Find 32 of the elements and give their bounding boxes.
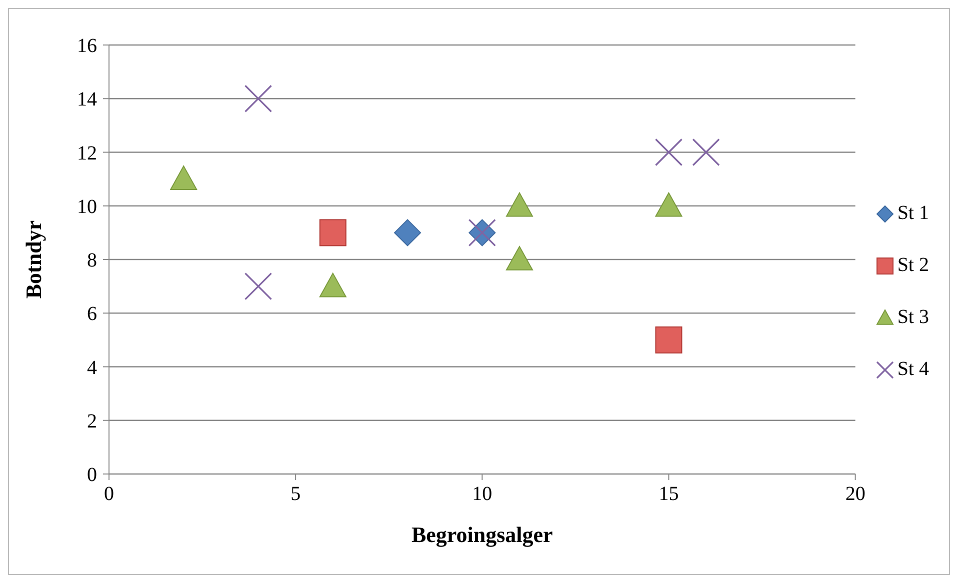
x-tick-label: 20 — [845, 483, 866, 506]
x-axis-title: Begroingsalger — [411, 522, 554, 547]
x-tick-label: 15 — [658, 483, 679, 506]
y-tick-label: 0 — [87, 464, 97, 486]
point — [319, 219, 346, 246]
point — [170, 166, 198, 190]
point — [506, 246, 533, 270]
x-tick-label: 10 — [472, 483, 492, 506]
y-tick-label: 10 — [77, 196, 97, 218]
legend-label: St 2 — [897, 254, 929, 277]
point — [692, 138, 720, 166]
point — [654, 138, 683, 166]
y-axis-title: Botndyr — [20, 220, 46, 299]
legend-label: St 4 — [897, 358, 929, 381]
point — [319, 272, 346, 298]
point — [244, 84, 272, 112]
point — [655, 326, 682, 354]
point — [394, 219, 422, 246]
point — [655, 192, 682, 217]
x-tick-label: 0 — [104, 483, 114, 506]
x-tick-label: 5 — [290, 483, 301, 506]
legend-label: St 1 — [897, 202, 929, 225]
legend-label: St 3 — [897, 306, 929, 329]
y-tick-label: 12 — [77, 142, 97, 164]
y-tick-label: 2 — [87, 410, 97, 432]
point — [244, 272, 272, 300]
y-tick-label: 8 — [87, 250, 97, 272]
point — [506, 192, 533, 217]
y-tick-label: 14 — [77, 88, 97, 111]
y-tick-label: 16 — [77, 35, 97, 58]
y-tick-label: 6 — [87, 303, 97, 326]
y-tick-label: 4 — [87, 356, 97, 379]
